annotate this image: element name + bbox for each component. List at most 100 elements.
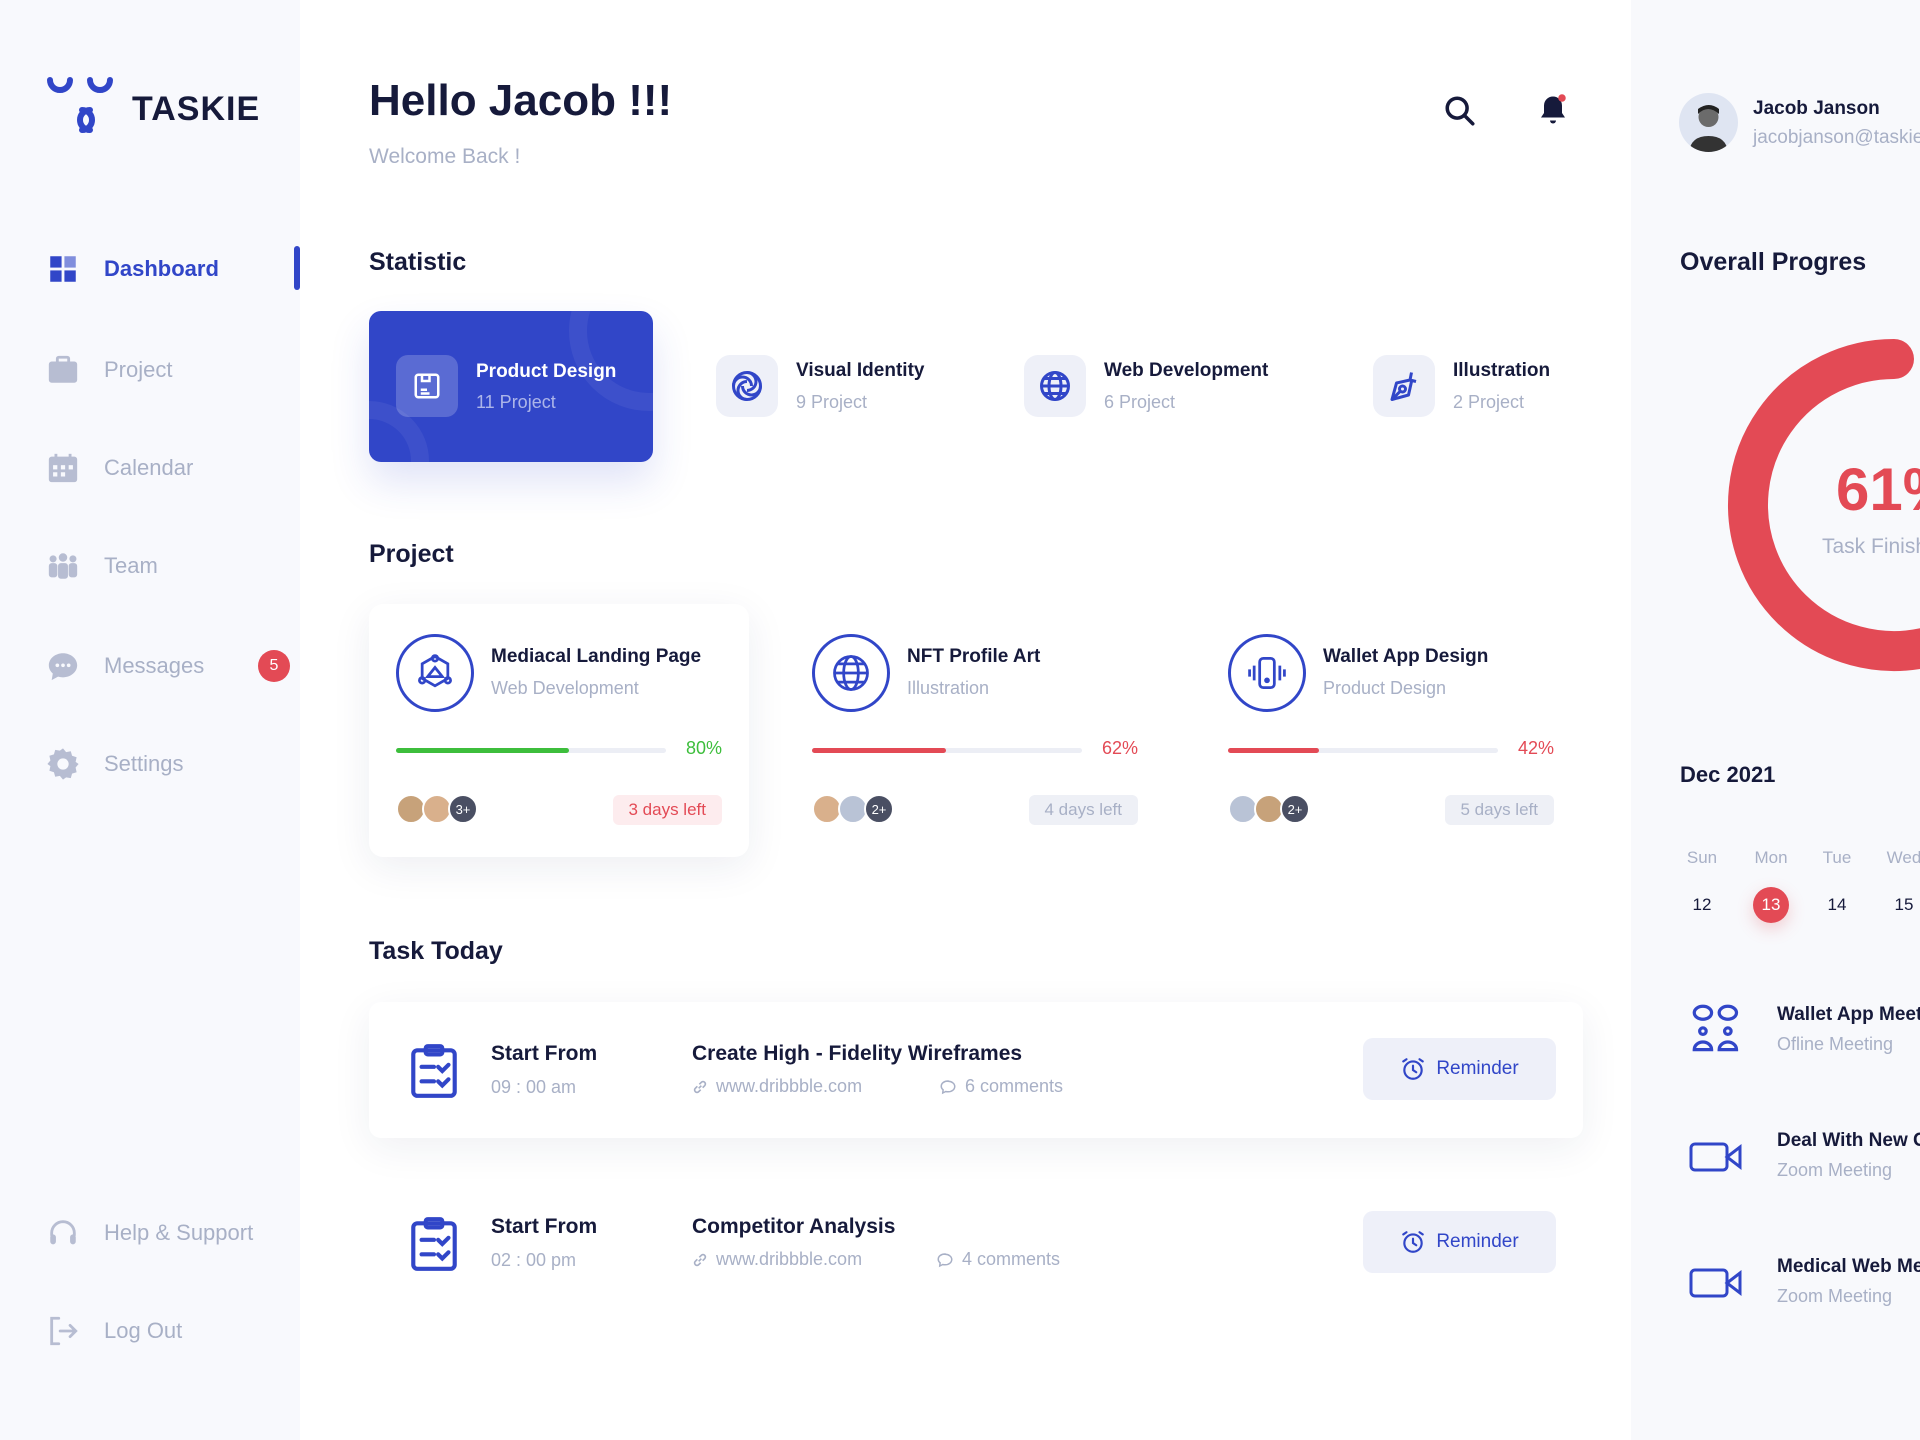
more-members-count: 2+ (864, 794, 894, 824)
task-time: 02 : 00 pm (491, 1250, 577, 1270)
stat-icon-box (716, 355, 778, 417)
link-icon (693, 1253, 707, 1266)
progress-percent: 80% (685, 738, 722, 758)
project-card[interactable]: Mediacal Landing Page Web Development 80… (369, 604, 749, 857)
reminder-button[interactable]: Reminder (1363, 1038, 1556, 1100)
progress-bar (812, 748, 1082, 753)
calendar-day[interactable]: 15 (1894, 895, 1914, 914)
calendar-day[interactable]: 14 (1827, 895, 1847, 914)
bell-icon[interactable] (1535, 92, 1571, 128)
meeting-item[interactable]: Medical Web Meeting Zoom Meeting (1631, 1254, 1920, 1324)
avatar[interactable] (1679, 93, 1738, 152)
sidebar: TASKIE Dashboard Project Calendar Team M… (0, 0, 300, 1440)
search-icon[interactable] (1443, 94, 1477, 128)
stat-card-product-design[interactable]: Product Design 11 Project (369, 311, 653, 462)
gear-icon (47, 748, 79, 780)
task-item[interactable]: Start From 09 : 00 am Create High - Fide… (369, 1002, 1583, 1138)
task-comments[interactable]: 6 comments (939, 1076, 1063, 1097)
project-card[interactable]: Wallet App Design Product Design 42% 2+ … (1201, 604, 1581, 857)
sidebar-item-calendar[interactable]: Calendar (46, 448, 193, 488)
meeting-title: Wallet App Meeting (1777, 1004, 1920, 1025)
pen-tool-icon (1390, 372, 1417, 401)
progress-percent: 42% (1517, 738, 1554, 758)
progress-bar (1228, 748, 1498, 753)
meeting-title: Medical Web Meeting (1777, 1256, 1920, 1277)
comment-icon (937, 1252, 953, 1267)
task-start-label: Start From (491, 1215, 598, 1238)
people-chat-icon (1692, 1004, 1739, 1052)
sidebar-item-project[interactable]: Project (46, 350, 172, 390)
meeting-type: Ofline Meeting (1777, 1034, 1894, 1054)
globe-icon (833, 655, 869, 691)
video-icon (1689, 1268, 1742, 1298)
hexagon-network-icon (418, 654, 452, 688)
video-icon (1689, 1142, 1742, 1172)
progress-bar-fill (1228, 748, 1319, 753)
project-category: Web Development (491, 678, 639, 698)
progress-percent: 62% (1101, 738, 1138, 758)
member-avatars[interactable]: 2+ (1228, 794, 1310, 824)
calendar-day[interactable]: 13 (1753, 887, 1789, 923)
stat-title: Visual Identity (796, 359, 925, 381)
sidebar-item-messages[interactable]: Messages (46, 646, 204, 686)
sidebar-item-settings[interactable]: Settings (46, 744, 184, 784)
reminder-label: Reminder (1436, 1231, 1519, 1252)
task-start-label: Start From (491, 1042, 598, 1065)
sidebar-item-dashboard[interactable]: Dashboard (46, 249, 219, 289)
progress-bar-fill (396, 748, 569, 753)
user-avatar-icon (1689, 105, 1728, 152)
sidebar-item-label: Dashboard (104, 256, 219, 281)
progress-ring (1728, 339, 1920, 671)
task-link-text: www.dribbble.com (716, 1249, 863, 1269)
member-avatar (1228, 794, 1258, 824)
stat-card-web-development[interactable]: Web Development 6 Project (1024, 355, 1268, 417)
stat-title: Illustration (1453, 359, 1551, 381)
member-avatars[interactable]: 2+ (812, 794, 894, 824)
task-title: Create High - Fidelity Wireframes (692, 1042, 1023, 1065)
meeting-title: Deal With New Client (1777, 1130, 1920, 1151)
sidebar-item-logout[interactable]: Log Out (46, 1311, 182, 1351)
sidebar-item-label: Team (104, 553, 158, 578)
weekday-label: Sun (1686, 848, 1718, 867)
stat-card-visual-identity[interactable]: Visual Identity 9 Project (716, 355, 924, 417)
sidebar-item-label: Calendar (104, 455, 194, 480)
task-today-title: Task Today (369, 937, 503, 965)
calendar-month: Dec 2021 (1680, 762, 1776, 787)
weekday-label: Mon (1754, 848, 1788, 867)
brand-name: TASKIE (132, 90, 261, 128)
project-category: Illustration (907, 678, 990, 698)
globe-icon (1040, 371, 1070, 401)
sidebar-item-label: Log Out (104, 1318, 183, 1343)
task-item[interactable]: Start From 02 : 00 pm Competitor Analysi… (369, 1175, 1583, 1311)
reminder-button[interactable]: Reminder (1363, 1211, 1556, 1273)
project-card[interactable]: NFT Profile Art Illustration 62% 2+ 4 da… (785, 604, 1165, 857)
project-icon-circle (1228, 634, 1306, 712)
team-icon (48, 553, 78, 579)
sidebar-item-help[interactable]: Help & Support (46, 1213, 253, 1253)
meeting-item[interactable]: Deal With New Client Zoom Meeting (1631, 1128, 1920, 1198)
task-link[interactable]: www.dribbble.com (692, 1076, 862, 1097)
progress-bar-fill (812, 748, 946, 753)
stat-title: Web Development (1104, 359, 1269, 381)
member-avatars[interactable]: 3+ (396, 794, 478, 824)
logo[interactable] (46, 72, 120, 141)
stat-sub: 9 Project (796, 391, 868, 412)
project-title: Wallet App Design (1323, 646, 1489, 667)
days-left-badge: 4 days left (1028, 795, 1138, 825)
sidebar-item-team[interactable]: Team (46, 546, 158, 586)
user-name: Jacob Janson (1753, 98, 1880, 119)
meeting-item[interactable]: Wallet App Meeting Ofline Meeting (1631, 1000, 1920, 1070)
stat-icon-box (1373, 355, 1435, 417)
link-icon (693, 1080, 707, 1093)
task-comments[interactable]: 4 comments (936, 1249, 1060, 1270)
statistic-title: Statistic (369, 248, 467, 276)
project-category: Product Design (1323, 678, 1447, 698)
project-title: Mediacal Landing Page (491, 646, 702, 667)
task-link[interactable]: www.dribbble.com (692, 1249, 862, 1270)
active-indicator (294, 246, 300, 290)
reminder-label: Reminder (1436, 1058, 1519, 1079)
calendar-day[interactable]: 12 (1692, 895, 1712, 914)
stat-card-illustration[interactable]: Illustration 2 Project (1373, 355, 1550, 417)
calendar-icon (48, 453, 78, 483)
logo-icon (47, 77, 113, 133)
